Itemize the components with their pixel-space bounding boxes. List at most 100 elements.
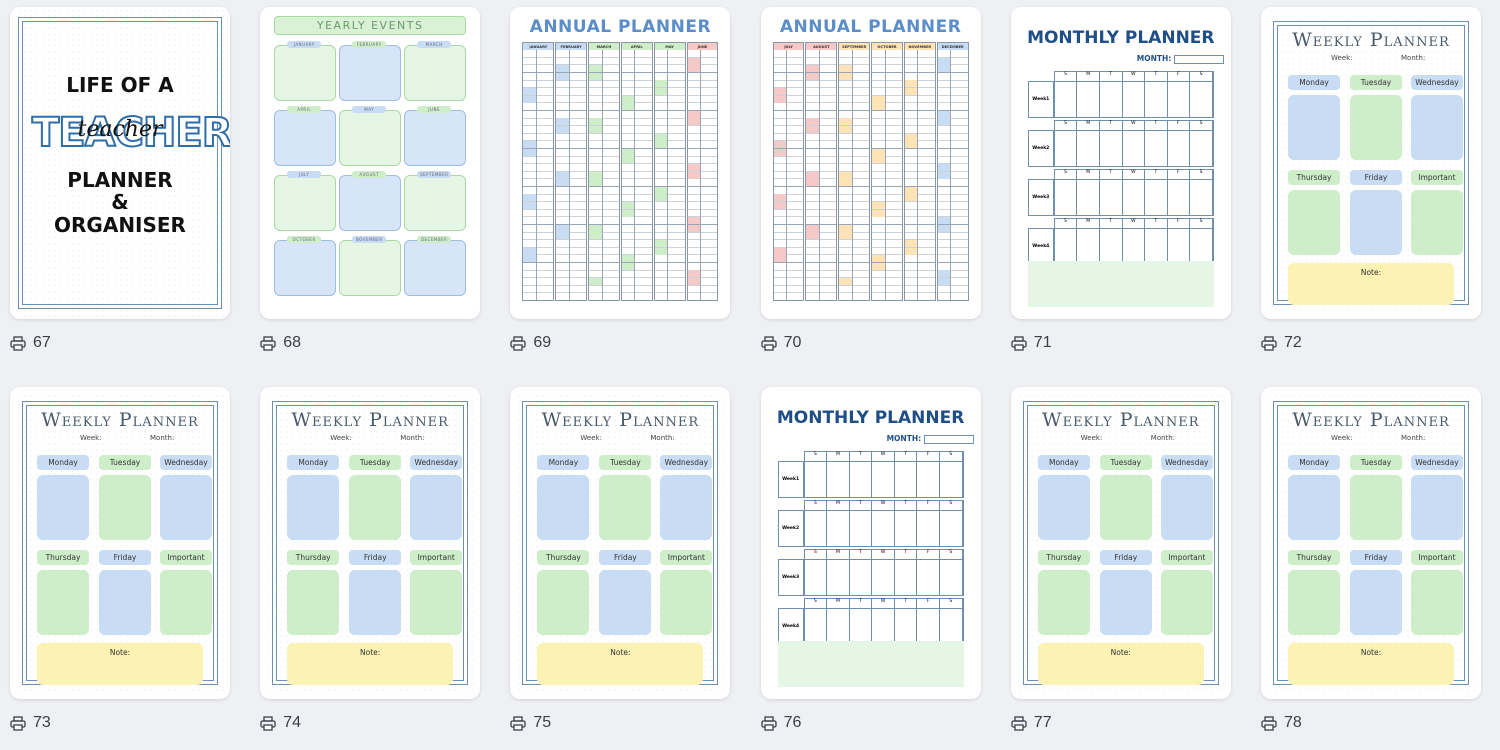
print-count: 69 [510,333,551,353]
day-pill-thursday: Thursday [37,550,89,565]
week-row: Week3 S M T W T F S [1027,169,1214,216]
day-header: W [872,599,895,608]
month-tab: MAY [352,106,387,113]
day-box-important [160,570,212,635]
cover-ampersand: & [111,190,129,214]
day-header: T [850,452,873,461]
page-frame-inner [276,405,465,681]
day-pill-wednesday: Wednesday [1411,455,1463,470]
note-box: Note: [1288,263,1454,305]
template-thumbnail[interactable]: Weekly Planner Week: Month: Monday Tuesd… [510,387,731,699]
day-header: M [1077,72,1100,81]
template-thumbnail[interactable]: ANNUAL PLANNER JANUARY FEBRUARY MARCH APRIL M… [510,7,731,319]
day-pill-monday: Monday [1037,455,1090,470]
month-label: MONTH: [1136,54,1172,63]
day-pill-monday: Monday [37,455,89,470]
week-label: Week3 [777,559,804,596]
week-row: Week1 S M T W T F S [1027,71,1214,118]
printer-icon [510,335,527,351]
month-tab: AUGUST [352,171,387,178]
day-header: M [827,452,850,461]
template-thumbnail[interactable]: MONTHLY PLANNER MONTH: Week1 S M T W T F S Week2… [1010,7,1231,319]
annual-table: JANUARY FEBRUARY MARCH APRIL MAY JUNE [522,42,719,301]
cover-teacher-title: TEACHER [31,107,230,159]
print-count: 71 [1011,333,1052,353]
print-count-value: 77 [1033,714,1052,731]
day-header: F [1168,219,1191,228]
template-thumbnail[interactable]: ANNUAL PLANNER JULY AUGUST SEPTEMBER OCTOBER… [760,7,981,319]
day-header: S [805,501,828,510]
day-box-friday [599,570,652,635]
monthly-planner-page: MONTHLY PLANNER MONTH: Week1 S M T W T F S Week2… [1017,13,1225,313]
month-tab: MARCH [417,41,452,48]
day-pill-important: Important [660,550,713,565]
monthly-title: MONTHLY PLANNER [776,408,965,428]
week-label: Week: [1080,434,1103,442]
day-pill-friday: Friday [349,550,402,565]
print-count: 73 [10,713,51,733]
day-pill-thursday: Thursday [1288,550,1340,565]
day-box-thursday [1288,190,1340,255]
day-pill-monday: Monday [537,455,590,470]
month-header: APRIL [621,43,652,50]
printer-icon [10,335,26,351]
annual-title: ANNUAL PLANNER [779,17,962,37]
cover-line1: LIFE OF A [66,73,174,97]
printer-icon [1261,715,1277,731]
month-box [339,240,402,296]
day-header: M [1077,219,1100,228]
printer-icon [260,335,276,351]
week-row: Week3 S M T W T F S [777,549,964,596]
template-thumbnail[interactable]: YEARLY EVENTS JANUARY FEBRUARY MARCH APRIL MA… [260,7,481,319]
day-box-monday [1037,475,1090,540]
month-column: JUNE [686,42,719,301]
template-thumbnail[interactable]: Weekly Planner Week: Month: Monday Tuesd… [1261,7,1481,319]
weekly-title: Weekly Planner [41,409,199,431]
day-box-monday [287,475,340,540]
print-count: 78 [1261,713,1302,733]
day-header: W [872,550,895,559]
week-row: Week4 S M T W T F S [777,598,964,645]
printer-icon [760,335,777,351]
page-frame-inner [22,21,218,305]
month-label: Month: [150,434,175,442]
week-label: Week2 [777,510,804,547]
day-box-friday [1350,190,1402,255]
day-pill-monday: Monday [1288,455,1340,470]
monthly-planner-page: MONTHLY PLANNER MONTH: Week1 S M T W T F S Week2… [767,393,975,693]
print-count-value: 76 [783,714,802,731]
page-frame [18,17,222,309]
print-count: 74 [260,713,301,733]
print-count: 70 [760,333,801,353]
month-column: DECEMBER [936,42,969,301]
day-pill-important: Important [160,550,212,565]
annual-planner-page: ANNUAL PLANNER JULY AUGUST SEPTEMBER OCTOBER… [761,7,981,319]
day-pill-important: Important [1411,550,1463,565]
day-pill-wednesday: Wednesday [1160,455,1213,470]
dot-background [10,7,230,319]
template-thumbnail[interactable]: Weekly Planner Week: Month: Monday Tuesd… [10,387,230,699]
month-column: MARCH [588,42,620,301]
template-thumbnail[interactable]: Weekly Planner Week: Month: Monday Tuesd… [1010,387,1231,699]
day-box-thursday [537,570,590,635]
day-pill-monday: Monday [1288,75,1340,90]
weekly-planner-page: Weekly Planner Week: Month: Monday Tuesd… [1267,393,1475,693]
week-label: Week: [330,434,352,442]
day-header: T [850,599,873,608]
weekly-title: Weekly Planner [541,409,700,431]
day-pill-tuesday: Tuesday [1350,75,1402,90]
template-thumbnail[interactable]: Weekly Planner Week: Month: Monday Tuesd… [1261,387,1481,699]
template-thumbnail[interactable]: LIFE OF A TEACHER teacher PLANNER & ORGANISER [10,7,230,319]
month-header: MARCH [589,43,619,50]
annual-title: ANNUAL PLANNER [529,17,712,37]
print-count: 68 [260,333,301,353]
template-thumbnail[interactable]: Weekly Planner Week: Month: Monday Tuesd… [260,387,481,699]
page-frame-inner [26,405,214,681]
day-header: W [872,452,895,461]
month-column: NOVEMBER [903,42,936,301]
template-thumbnail[interactable]: MONTHLY PLANNER MONTH: Week1 S M T W T F S Week2… [760,387,981,699]
print-count-value: 67 [33,334,51,351]
day-header: F [917,599,941,608]
day-header: S [1055,170,1078,179]
day-pill-wednesday: Wednesday [660,455,713,470]
